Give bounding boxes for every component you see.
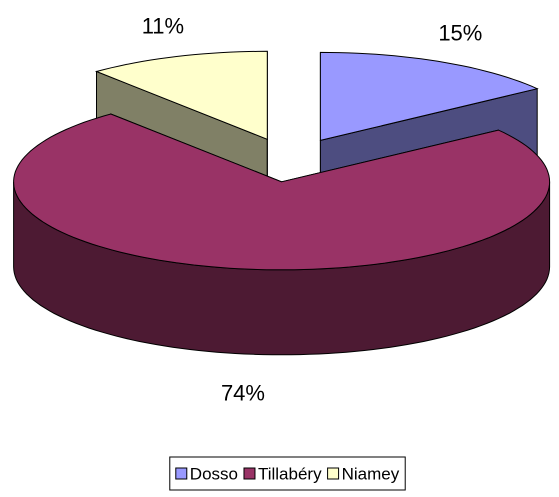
legend: Dosso Tillabéry Niamey xyxy=(175,464,400,483)
data-label: 15% xyxy=(438,20,482,45)
pie xyxy=(13,50,551,356)
legend-swatch xyxy=(243,467,256,480)
slice-top xyxy=(319,51,539,142)
legend-label: Niamey xyxy=(342,464,400,483)
legend-label: Dosso xyxy=(190,464,238,483)
slice-top xyxy=(94,50,268,141)
data-label: 11% xyxy=(142,13,184,38)
legend-swatch xyxy=(175,467,188,480)
data-label: 74% xyxy=(221,381,265,406)
slice-top xyxy=(13,113,551,271)
labels: 15% 74% 11% xyxy=(142,13,483,405)
legend-label: Tillabéry xyxy=(258,464,322,483)
legend-swatch xyxy=(327,467,340,480)
legend-box xyxy=(169,456,406,491)
